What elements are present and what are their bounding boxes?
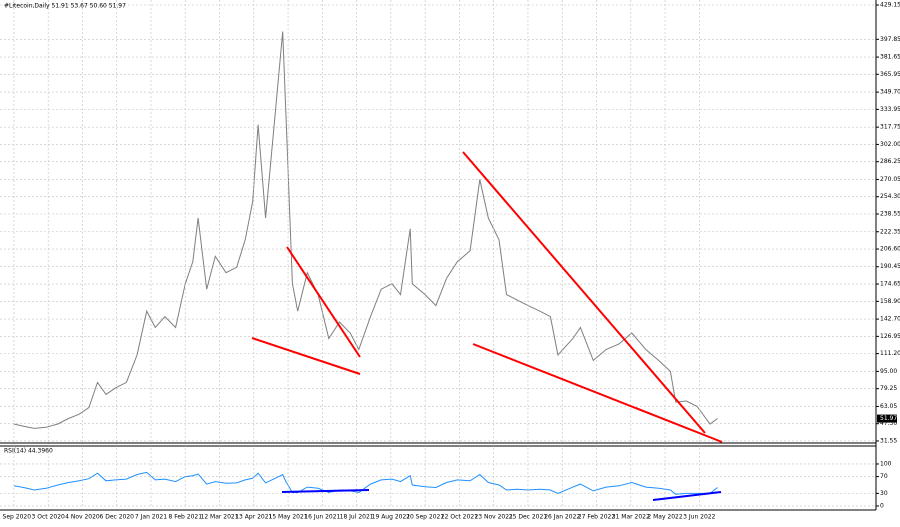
- x-tick-label: 27 Feb 2022: [578, 514, 616, 521]
- y-tick-label: 317.75: [880, 124, 900, 131]
- price-line: [13, 31, 718, 429]
- y-tick-label: 100: [880, 460, 892, 467]
- x-tick-label: 8 Feb 2021: [169, 514, 203, 521]
- trendline: [472, 343, 723, 443]
- y-tick-label: 381.65: [880, 54, 900, 61]
- rsi-trendline: [281, 489, 370, 493]
- x-tick-label: 4 Nov 2020: [65, 514, 100, 521]
- x-tick-label: 18 Jul 2021: [340, 514, 374, 521]
- x-tick-label: 13 Apr 2021: [235, 514, 272, 521]
- y-tick-label: 0: [880, 502, 884, 509]
- y-tick-label: 70: [880, 473, 888, 480]
- x-tick-label: 3 Oct 2020: [32, 514, 65, 521]
- y-tick-label: 286.25: [880, 158, 900, 165]
- trendline: [251, 337, 361, 375]
- x-tick-label: 16 Jun 2021: [304, 514, 340, 521]
- y-tick-label: 95.00: [880, 368, 897, 375]
- x-tick-label: 1 Sep 2020: [0, 514, 31, 521]
- x-tick-label: 25 Dec 2021: [509, 514, 548, 521]
- y-tick-label: 111.20: [880, 350, 900, 357]
- y-tick-label: 254.30: [880, 193, 900, 200]
- x-tick-label: 2 May 2022: [647, 514, 682, 521]
- last-price-box: [877, 414, 897, 423]
- trendlines: [251, 151, 723, 501]
- rsi-trendline: [652, 491, 722, 501]
- x-tick-label: 3 Jun 2022: [683, 514, 715, 521]
- y-tick-label: 349.70: [880, 89, 900, 96]
- last-price-label: 51.97: [880, 415, 897, 422]
- y-tick-label: 142.70: [880, 316, 900, 323]
- trendline: [462, 151, 706, 434]
- y-tick-label: 126.95: [880, 333, 900, 340]
- y-tick-label: 158.90: [880, 298, 900, 305]
- x-tick-label: 23 Nov 2021: [474, 514, 513, 521]
- y-tick-label: 302.00: [880, 141, 900, 148]
- x-tick-label: 19 Aug 2021: [372, 514, 411, 521]
- y-tick-label: 63.05: [880, 403, 897, 410]
- chart-title: #Litecoin,Daily 51.91 53.67 50.60 51.97: [4, 3, 126, 10]
- trendline: [286, 246, 361, 358]
- y-tick-label: 270.05: [880, 176, 900, 183]
- x-tick-label: 6 Dec 2020: [99, 514, 134, 521]
- y-tick-label: 30: [880, 490, 888, 497]
- y-tick-label: 222.35: [880, 228, 900, 235]
- y-tick-label: 397.85: [880, 36, 900, 43]
- y-tick-label: 238.55: [880, 210, 900, 217]
- x-tick-label: 26 Jan 2022: [544, 514, 580, 521]
- y-tick-label: 206.60: [880, 246, 900, 253]
- y-tick-label: 79.25: [880, 385, 897, 392]
- y-tick-label: 174.65: [880, 281, 900, 288]
- y-tick-label: 31.55: [880, 437, 897, 444]
- x-tick-label: 20 Sep 2021: [406, 514, 444, 521]
- rsi-title: RSI(14) 44.3960: [4, 448, 53, 455]
- x-tick-label: 31 Mar 2022: [612, 514, 650, 521]
- x-tick-label: 7 Jan 2021: [135, 514, 167, 521]
- x-tick-label: 15 May 2021: [269, 514, 308, 521]
- y-tick-label: 333.95: [880, 106, 900, 113]
- y-tick-label: 47.30: [880, 420, 897, 427]
- y-tick-label: 365.95: [880, 71, 900, 78]
- y-tick-label: 190.45: [880, 263, 900, 270]
- x-tick-label: 12 Mar 2021: [201, 514, 239, 521]
- y-tick-label: 429.15: [880, 1, 900, 8]
- x-tick-label: 22 Oct 2021: [441, 514, 478, 521]
